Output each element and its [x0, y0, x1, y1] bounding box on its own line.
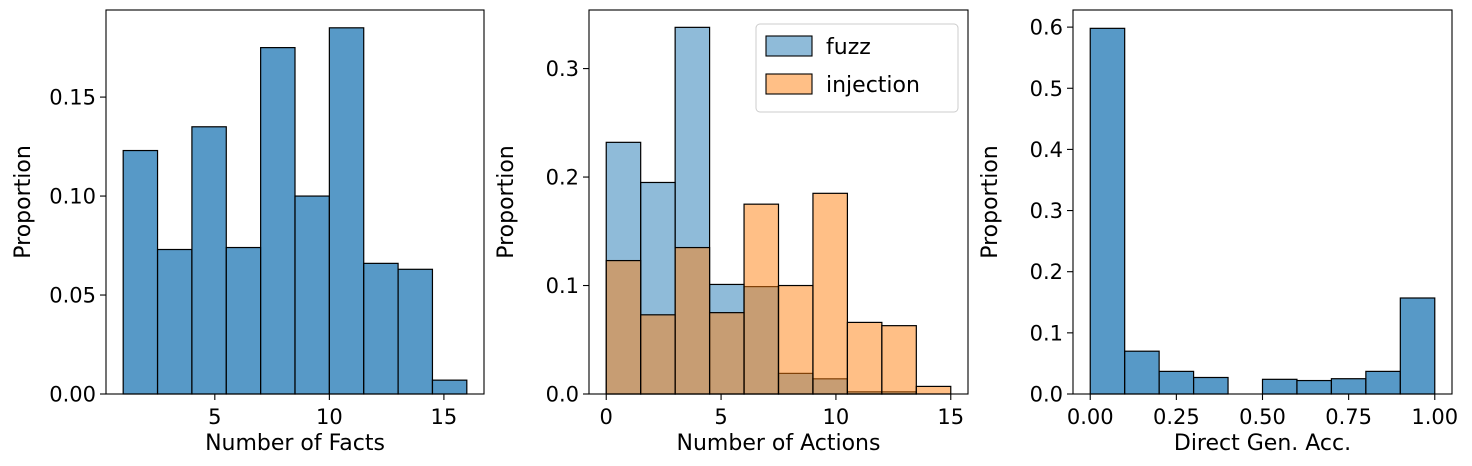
y-tick-label: 0.2 [546, 166, 579, 190]
y-tick-label: 0.05 [49, 284, 96, 308]
bar-injection-5 [743, 203, 780, 395]
axes-frame [1072, 9, 1453, 395]
y-tick-label: 0.0 [546, 383, 579, 407]
bar-facts-9 [397, 268, 434, 395]
y-tick-label: 0.1 [546, 274, 579, 298]
chart-panel-3: 0.00 0.25 0.50 0.75 1.00 0.0 0.1 0.2 0.3 0.4 0.5 0.… [978, 9, 1458, 456]
legend: fuzz injection [755, 23, 959, 113]
bar-direct_gen_acc-10 [1399, 297, 1436, 395]
y-tick-label: 0.3 [1030, 199, 1063, 223]
bar-facts-4 [225, 246, 262, 395]
x-tick-label: 15 [431, 405, 458, 429]
x-tick-label: 0.75 [1325, 405, 1372, 429]
x-axis-label: Direct Gen. Acc. [1174, 431, 1351, 456]
bar-direct_gen_acc-8 [1330, 378, 1367, 395]
x-axis-label: Number of Facts [205, 431, 385, 456]
bar-injection-2 [640, 314, 676, 395]
y-axis-label: Proportion [978, 145, 1003, 259]
bar-injection-10 [915, 385, 952, 395]
y-tick-label: 0.15 [49, 86, 96, 110]
legend-swatch-injection [765, 73, 813, 95]
x-tick-label: 0.50 [1239, 405, 1286, 429]
bar-facts-7 [328, 27, 365, 395]
bar-facts-10 [431, 379, 468, 395]
x-tick-label: 0.25 [1153, 405, 1200, 429]
x-axis-label: Number of Actions [677, 431, 881, 456]
y-tick-label: 0.5 [1030, 77, 1063, 101]
x-tick-label: 5 [208, 405, 221, 429]
x-tick-label: 5 [714, 405, 727, 429]
bar-injection-6 [777, 284, 814, 395]
bar-injection-4 [708, 312, 745, 395]
bar-facts-3 [191, 126, 227, 395]
bar-injection-1 [605, 259, 642, 395]
bar-direct_gen_acc-1 [1089, 27, 1126, 395]
axes-frame [588, 9, 969, 395]
x-tick-label: 1.00 [1411, 405, 1458, 429]
x-tick-label: 0.00 [1067, 405, 1114, 429]
y-tick-label: 0.6 [1030, 16, 1063, 40]
bar-facts-1 [122, 149, 159, 395]
x-tick-label: 15 [937, 405, 964, 429]
bar-injection-7 [812, 192, 849, 395]
bar-facts-8 [363, 262, 399, 395]
bar-direct_gen_acc-6 [1261, 378, 1298, 395]
y-tick-label: 0.00 [49, 383, 96, 407]
y-tick-label: 0.3 [546, 57, 579, 81]
bar-facts-2 [156, 248, 193, 395]
x-tick-label: 10 [316, 405, 343, 429]
bar-direct_gen_acc-2 [1124, 350, 1160, 395]
bar-facts-5 [260, 47, 296, 395]
bar-injection-9 [881, 325, 917, 395]
bar-injection-8 [846, 321, 883, 395]
legend-label-injection: injection [826, 73, 920, 98]
chart-panel-2: 0 5 10 15 0.0 0.1 0.2 0.3 Number of Actions Propo… [494, 9, 969, 456]
bar-direct_gen_acc-9 [1365, 370, 1401, 395]
bar-injection-3 [674, 246, 711, 395]
axes-frame [105, 9, 485, 395]
chart-panel-1: 5 10 15 0.00 0.05 0.10 0.15 Number of Facts Prop… [11, 9, 485, 456]
x-tick-label: 10 [823, 405, 850, 429]
bar-direct_gen_acc-7 [1296, 379, 1333, 395]
y-axis-label: Proportion [494, 145, 519, 259]
x-tick-label: 0 [600, 405, 613, 429]
y-tick-label: 0.1 [1030, 321, 1063, 345]
y-tick-label: 0.2 [1030, 260, 1063, 284]
y-tick-label: 0.4 [1030, 138, 1063, 162]
legend-label-fuzz: fuzz [826, 35, 871, 60]
bar-direct_gen_acc-4 [1192, 376, 1229, 395]
y-tick-label: 0.10 [49, 185, 96, 209]
bar-facts-6 [294, 195, 330, 395]
y-axis-label: Proportion [11, 145, 36, 259]
y-tick-label: 0.0 [1030, 383, 1063, 407]
legend-swatch-fuzz [765, 35, 813, 57]
bar-direct_gen_acc-3 [1158, 370, 1195, 395]
